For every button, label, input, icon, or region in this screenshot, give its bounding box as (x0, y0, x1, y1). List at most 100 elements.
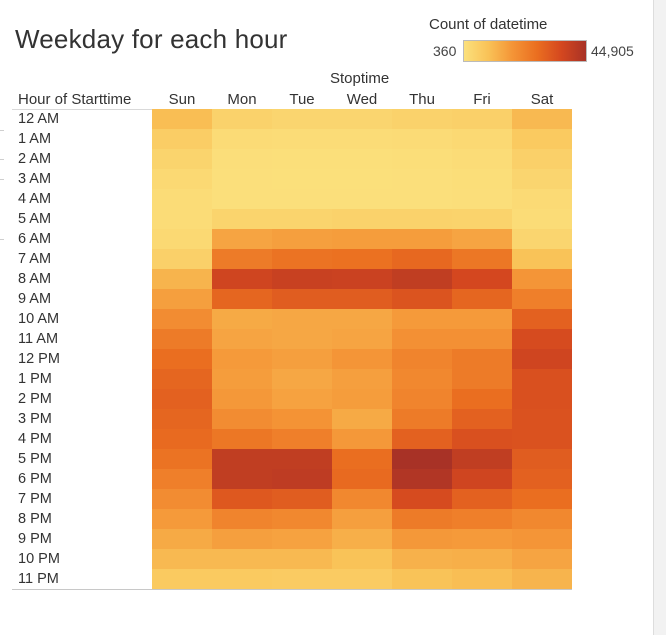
column-label[interactable]: Thu (409, 91, 435, 108)
heatmap-cell[interactable] (152, 569, 212, 589)
heatmap-cell[interactable] (452, 309, 512, 329)
heatmap-cell[interactable] (392, 429, 452, 449)
row-label[interactable]: 11 AM (18, 331, 59, 347)
row-field-label[interactable]: Hour of Starttime (18, 91, 132, 108)
heatmap-cell[interactable] (212, 109, 272, 129)
heatmap-cell[interactable] (512, 109, 572, 129)
heatmap-cell[interactable] (212, 249, 272, 269)
heatmap-cell[interactable] (272, 329, 332, 349)
heatmap-cell[interactable] (272, 269, 332, 289)
heatmap-cell[interactable] (452, 249, 512, 269)
heatmap-cell[interactable] (212, 309, 272, 329)
heatmap-cell[interactable] (152, 129, 212, 149)
heatmap-cell[interactable] (272, 409, 332, 429)
heatmap-cell[interactable] (512, 489, 572, 509)
heatmap-cell[interactable] (212, 469, 272, 489)
heatmap-cell[interactable] (452, 189, 512, 209)
heatmap-cell[interactable] (392, 529, 452, 549)
heatmap-cell[interactable] (332, 449, 392, 469)
heatmap-cell[interactable] (332, 249, 392, 269)
heatmap-cell[interactable] (152, 349, 212, 369)
heatmap-cell[interactable] (392, 309, 452, 329)
heatmap-cell[interactable] (512, 329, 572, 349)
row-label[interactable]: 7 AM (18, 251, 52, 267)
heatmap-cell[interactable] (392, 389, 452, 409)
heatmap-cell[interactable] (272, 469, 332, 489)
heatmap-cell[interactable] (272, 289, 332, 309)
heatmap-cell[interactable] (452, 109, 512, 129)
heatmap-cell[interactable] (332, 469, 392, 489)
heatmap-cell[interactable] (212, 209, 272, 229)
heatmap-cell[interactable] (332, 489, 392, 509)
heatmap-cell[interactable] (452, 229, 512, 249)
row-label[interactable]: 5 AM (18, 211, 52, 227)
heatmap-cell[interactable] (512, 269, 572, 289)
heatmap-cell[interactable] (212, 349, 272, 369)
column-label[interactable]: Mon (227, 91, 257, 108)
row-label[interactable]: 9 AM (18, 291, 52, 307)
heatmap-cell[interactable] (212, 509, 272, 529)
heatmap-cell[interactable] (152, 269, 212, 289)
heatmap-cell[interactable] (392, 229, 452, 249)
heatmap-cell[interactable] (452, 449, 512, 469)
heatmap-cell[interactable] (272, 429, 332, 449)
heatmap-cell[interactable] (392, 329, 452, 349)
heatmap-cell[interactable] (152, 229, 212, 249)
heatmap-cell[interactable] (452, 349, 512, 369)
row-label[interactable]: 3 PM (18, 411, 52, 427)
heatmap-cell[interactable] (152, 549, 212, 569)
heatmap-cell[interactable] (332, 529, 392, 549)
heatmap-cell[interactable] (272, 549, 332, 569)
heatmap-cell[interactable] (272, 249, 332, 269)
heatmap-cell[interactable] (272, 129, 332, 149)
heatmap-cell[interactable] (332, 229, 392, 249)
heatmap-cell[interactable] (332, 429, 392, 449)
heatmap-cell[interactable] (152, 409, 212, 429)
heatmap-cell[interactable] (512, 409, 572, 429)
row-label[interactable]: 5 PM (18, 451, 52, 467)
heatmap-cell[interactable] (332, 129, 392, 149)
heatmap-cell[interactable] (452, 209, 512, 229)
heatmap-cell[interactable] (392, 129, 452, 149)
heatmap-cell[interactable] (392, 109, 452, 129)
heatmap-cell[interactable] (452, 469, 512, 489)
row-label[interactable]: 1 PM (18, 371, 52, 387)
heatmap-cell[interactable] (452, 369, 512, 389)
heatmap-cell[interactable] (392, 489, 452, 509)
row-label[interactable]: 4 AM (18, 191, 52, 207)
heatmap-cell[interactable] (272, 389, 332, 409)
heatmap-cell[interactable] (392, 269, 452, 289)
heatmap-cell[interactable] (152, 169, 212, 189)
heatmap-cell[interactable] (152, 509, 212, 529)
heatmap-cell[interactable] (332, 369, 392, 389)
heatmap-cell[interactable] (512, 149, 572, 169)
heatmap-cell[interactable] (152, 369, 212, 389)
heatmap-cell[interactable] (452, 569, 512, 589)
heatmap-cell[interactable] (152, 149, 212, 169)
heatmap-cell[interactable] (272, 169, 332, 189)
scrollbar-track[interactable] (653, 0, 666, 635)
heatmap-cell[interactable] (512, 289, 572, 309)
heatmap-cell[interactable] (512, 229, 572, 249)
heatmap-cell[interactable] (512, 369, 572, 389)
heatmap-cell[interactable] (332, 409, 392, 429)
row-label[interactable]: 12 PM (18, 351, 60, 367)
heatmap-cell[interactable] (452, 169, 512, 189)
heatmap-cell[interactable] (392, 569, 452, 589)
row-label[interactable]: 3 AM (18, 171, 52, 187)
heatmap-cell[interactable] (512, 349, 572, 369)
heatmap-cell[interactable] (152, 209, 212, 229)
heatmap-cell[interactable] (272, 569, 332, 589)
heatmap-cell[interactable] (512, 189, 572, 209)
heatmap-cell[interactable] (392, 169, 452, 189)
heatmap-cell[interactable] (152, 389, 212, 409)
heatmap-cell[interactable] (332, 189, 392, 209)
heatmap-cell[interactable] (212, 189, 272, 209)
heatmap-cell[interactable] (152, 109, 212, 129)
heatmap-cell[interactable] (332, 269, 392, 289)
row-label[interactable]: 6 AM (18, 231, 52, 247)
heatmap-cell[interactable] (332, 209, 392, 229)
heatmap-cell[interactable] (452, 509, 512, 529)
heatmap-cell[interactable] (512, 209, 572, 229)
row-label[interactable]: 11 PM (18, 571, 59, 587)
